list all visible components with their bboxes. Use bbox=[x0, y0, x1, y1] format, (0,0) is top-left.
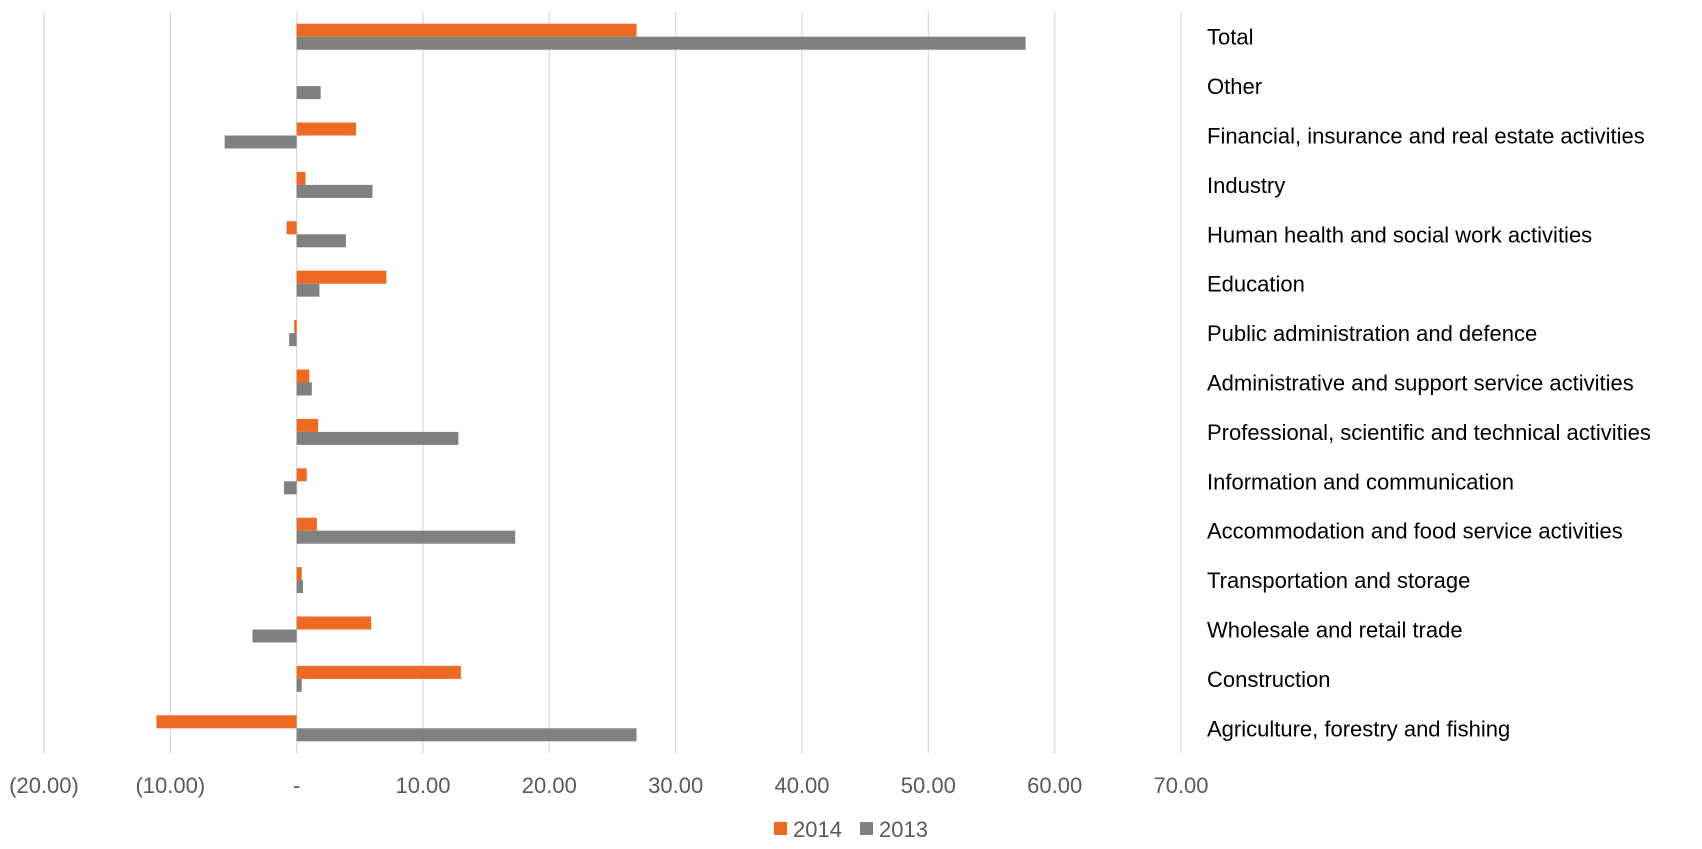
category-label: Education bbox=[1207, 272, 1305, 297]
bar-2014 bbox=[296, 23, 637, 37]
bar-2013 bbox=[296, 678, 302, 692]
x-axis-tick-labels: (20.00) (10.00) - 10.00 20.00 30.00 40.00 50.00… bbox=[9, 773, 1208, 798]
bar-2014 bbox=[296, 616, 372, 630]
category-label: Accommodation and food service activitie… bbox=[1207, 519, 1623, 544]
bar-2014 bbox=[296, 171, 306, 185]
bar-2014 bbox=[296, 517, 317, 531]
category-label: Information and communication bbox=[1207, 469, 1514, 494]
x-tick-label: (20.00) bbox=[9, 773, 79, 798]
category-label: Agriculture, forestry and fishing bbox=[1207, 716, 1510, 741]
bar-2014 bbox=[296, 468, 307, 482]
legend-label: 2013 bbox=[879, 817, 928, 842]
category-label: Transportation and storage bbox=[1207, 568, 1470, 593]
bar-2013 bbox=[289, 333, 297, 347]
gridlines bbox=[43, 12, 1182, 753]
x-tick-label: 10.00 bbox=[395, 773, 450, 798]
bar-2014 bbox=[296, 418, 319, 432]
x-tick-label: - bbox=[293, 773, 300, 798]
x-tick-label: 70.00 bbox=[1153, 773, 1208, 798]
bar-2014 bbox=[286, 221, 297, 235]
bar-2013 bbox=[252, 629, 297, 643]
bars bbox=[156, 23, 1026, 742]
bar-2014 bbox=[296, 369, 310, 383]
bar-2014 bbox=[294, 320, 297, 334]
bar-2013 bbox=[296, 728, 637, 742]
legend-swatch-2014 bbox=[774, 822, 788, 835]
bar-2013 bbox=[296, 283, 320, 297]
category-label: Construction bbox=[1207, 667, 1331, 692]
legend-swatch-2013 bbox=[860, 822, 873, 835]
x-tick-label: 40.00 bbox=[774, 773, 829, 798]
category-label: Financial, insurance and real estate act… bbox=[1207, 124, 1645, 149]
bar-2014 bbox=[156, 715, 297, 729]
bar-2014 bbox=[296, 270, 387, 284]
category-label: Administrative and support service activ… bbox=[1207, 371, 1634, 396]
legend: 2014 2013 bbox=[774, 817, 928, 842]
x-tick-label: 60.00 bbox=[1027, 773, 1082, 798]
bar-2013 bbox=[284, 481, 297, 495]
category-labels: Total Other Financial, insurance and real … bbox=[1207, 25, 1651, 742]
bar-2014 bbox=[296, 665, 461, 679]
bar-2013 bbox=[296, 86, 321, 100]
category-label: Professional, scientific and technical a… bbox=[1207, 420, 1651, 445]
bar-2013 bbox=[296, 36, 1026, 50]
category-label: Wholesale and retail trade bbox=[1207, 618, 1463, 643]
bar-2013 bbox=[296, 382, 312, 396]
bar-2013 bbox=[224, 135, 297, 149]
bar-2013 bbox=[296, 530, 516, 544]
x-tick-label: (10.00) bbox=[135, 773, 205, 798]
x-tick-label: 30.00 bbox=[648, 773, 703, 798]
bar-2013 bbox=[296, 184, 373, 198]
bar-2013 bbox=[296, 431, 459, 445]
legend-label: 2014 bbox=[793, 817, 842, 842]
category-label: Public administration and defence bbox=[1207, 321, 1537, 346]
bar-2014 bbox=[296, 567, 302, 581]
category-label: Industry bbox=[1207, 173, 1285, 198]
category-label: Other bbox=[1207, 74, 1262, 99]
bar-2013 bbox=[296, 580, 303, 594]
bar-2013 bbox=[296, 234, 346, 248]
bar-2014 bbox=[296, 122, 357, 136]
x-tick-label: 20.00 bbox=[522, 773, 577, 798]
category-label: Total bbox=[1207, 25, 1253, 50]
category-label: Human health and social work activities bbox=[1207, 222, 1592, 247]
x-tick-label: 50.00 bbox=[901, 773, 956, 798]
